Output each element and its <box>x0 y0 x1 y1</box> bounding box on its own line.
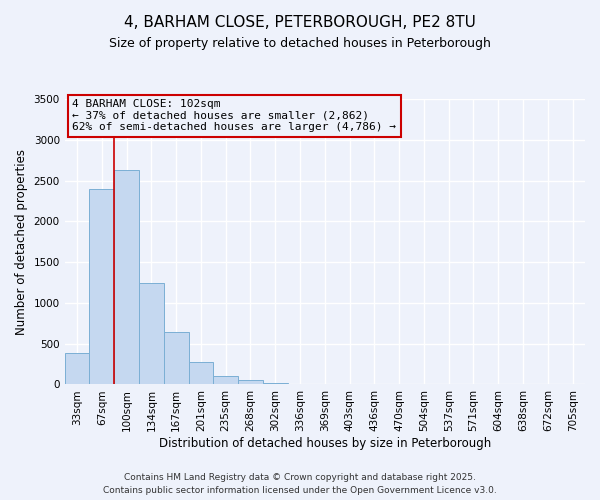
Text: 4, BARHAM CLOSE, PETERBOROUGH, PE2 8TU: 4, BARHAM CLOSE, PETERBOROUGH, PE2 8TU <box>124 15 476 30</box>
Text: Contains HM Land Registry data © Crown copyright and database right 2025.
Contai: Contains HM Land Registry data © Crown c… <box>103 473 497 495</box>
Y-axis label: Number of detached properties: Number of detached properties <box>15 148 28 334</box>
Text: 4 BARHAM CLOSE: 102sqm
← 37% of detached houses are smaller (2,862)
62% of semi-: 4 BARHAM CLOSE: 102sqm ← 37% of detached… <box>73 99 397 132</box>
Bar <box>139 284 164 384</box>
Bar <box>214 376 238 384</box>
Bar <box>164 332 188 384</box>
X-axis label: Distribution of detached houses by size in Peterborough: Distribution of detached houses by size … <box>159 437 491 450</box>
Bar <box>238 380 263 384</box>
Bar <box>263 383 287 384</box>
Bar <box>188 362 214 384</box>
Bar <box>114 170 139 384</box>
Bar <box>65 352 89 384</box>
Text: Size of property relative to detached houses in Peterborough: Size of property relative to detached ho… <box>109 38 491 51</box>
Bar <box>89 188 114 384</box>
